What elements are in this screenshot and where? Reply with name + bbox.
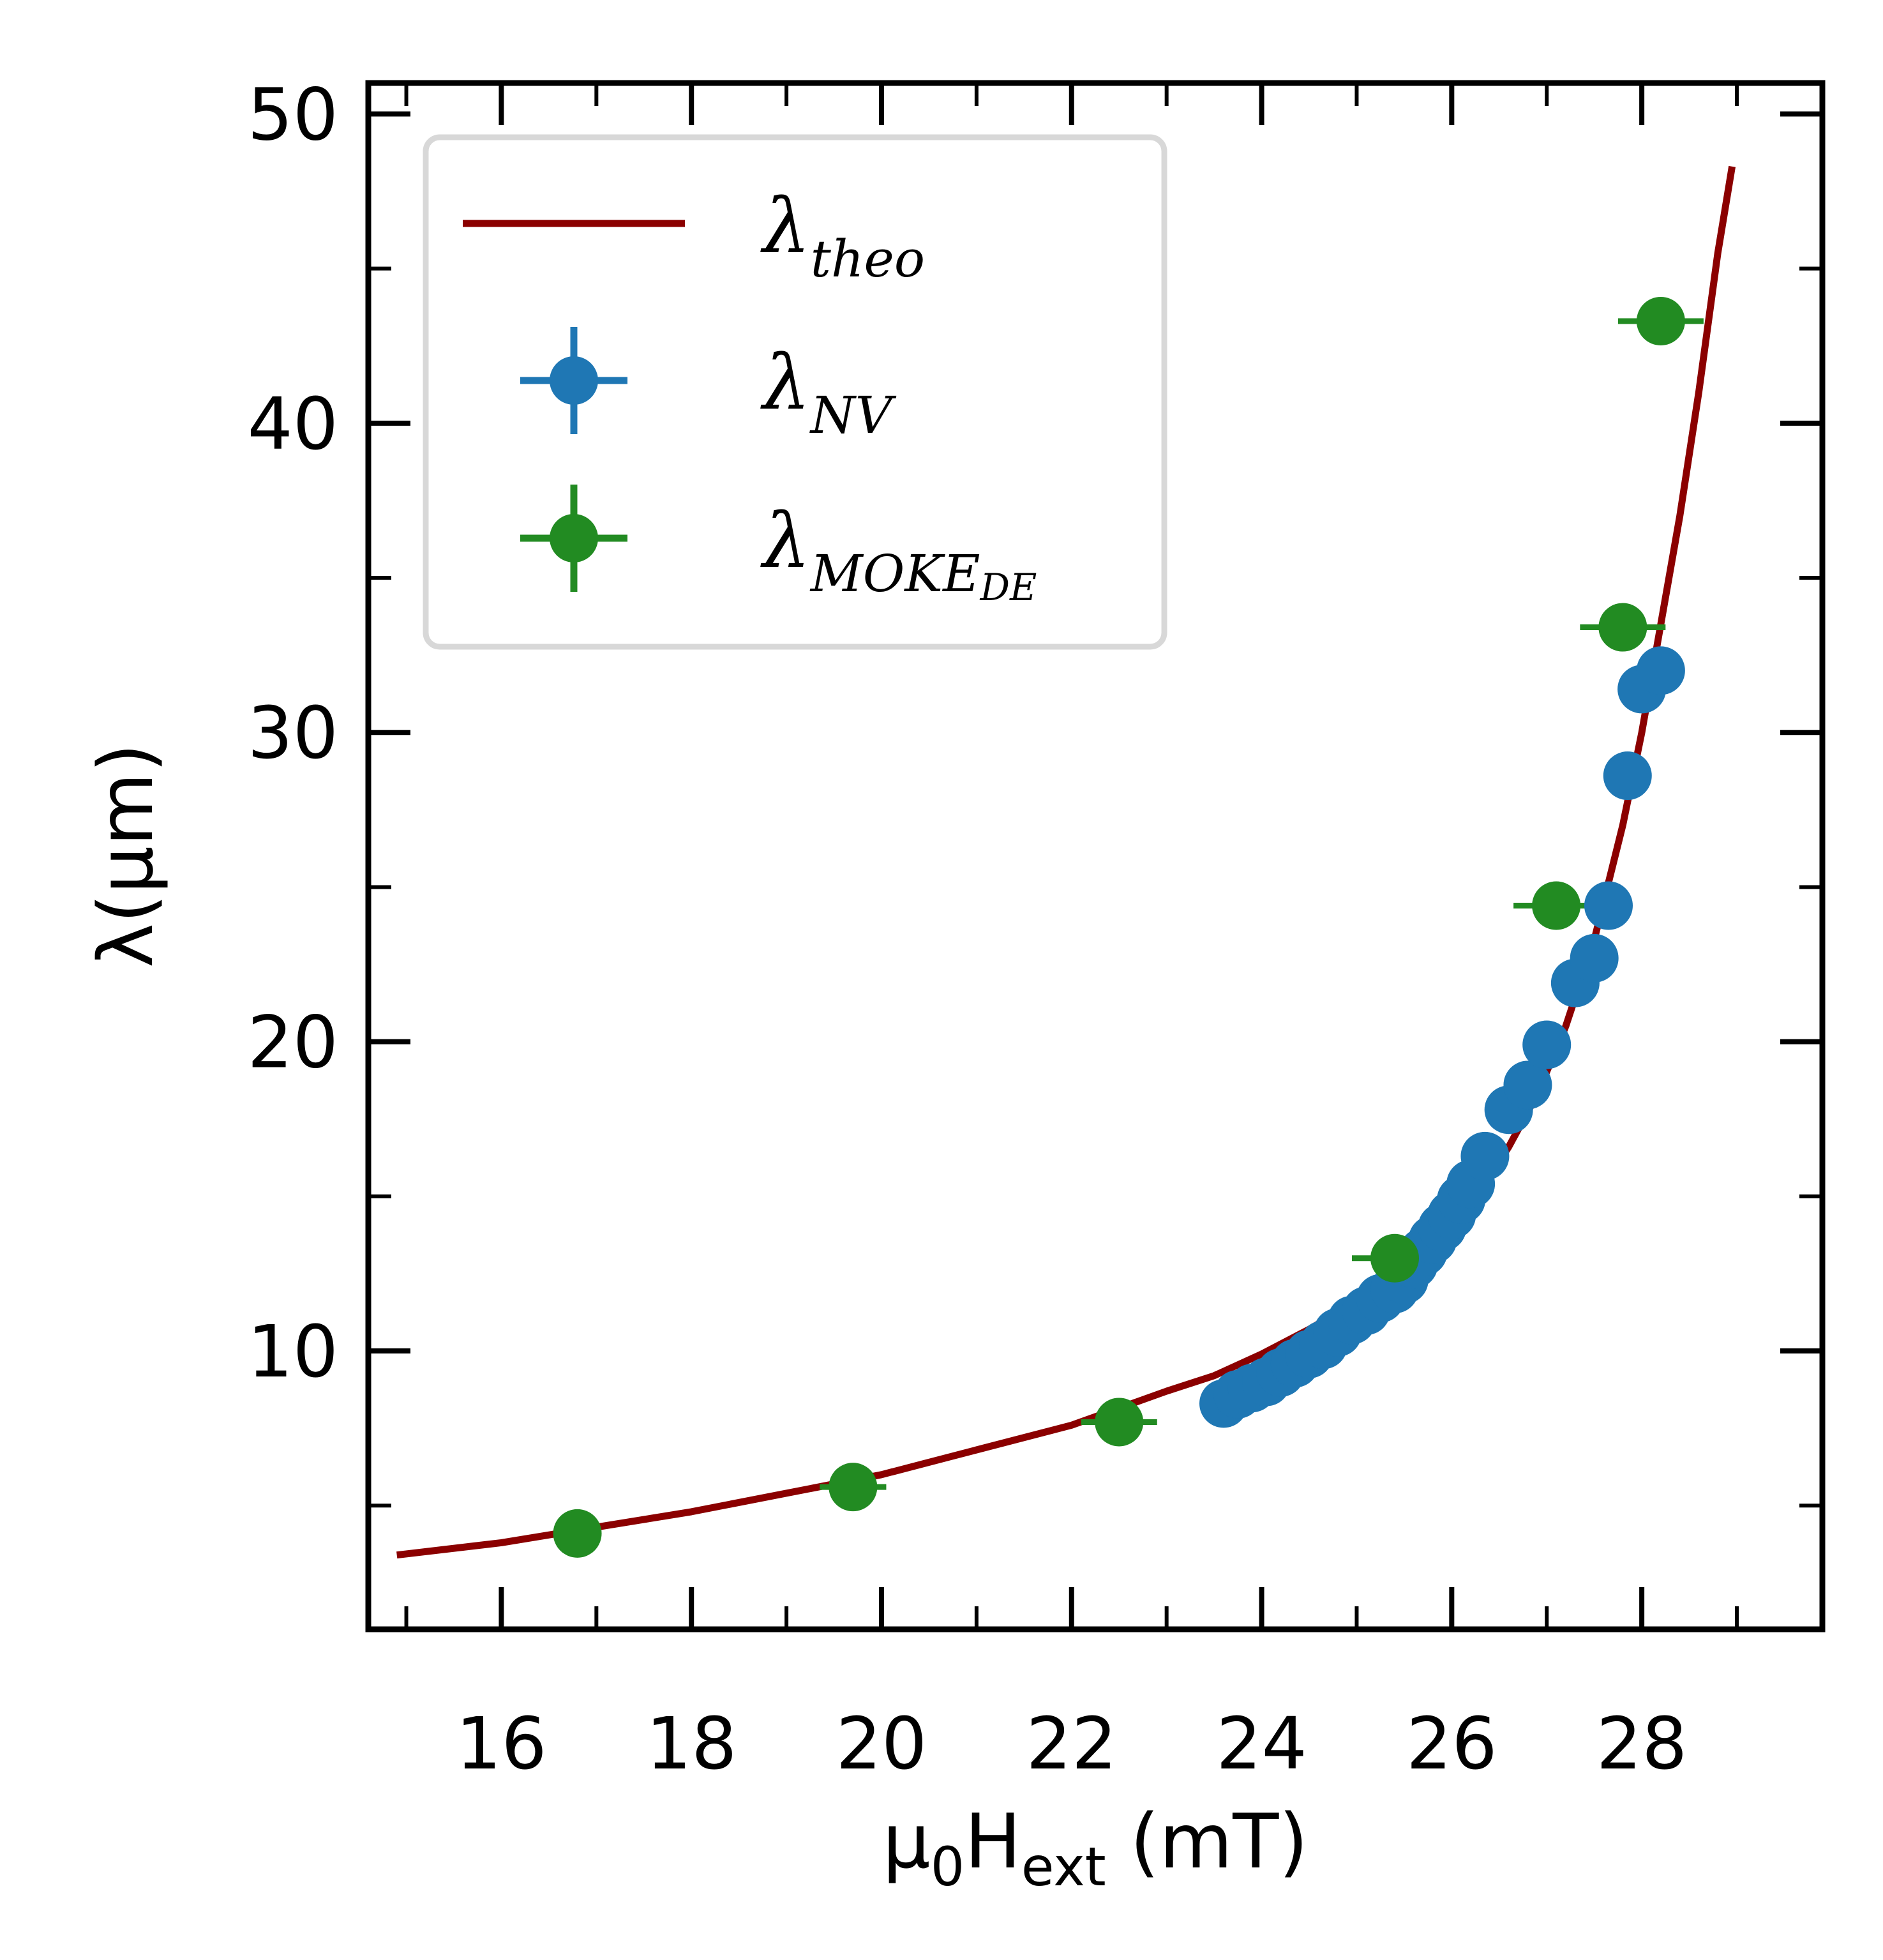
moke-point bbox=[1598, 603, 1647, 652]
legend-nv-swatch bbox=[520, 327, 627, 434]
nv-point bbox=[1503, 1060, 1552, 1110]
x-tick-label: 16 bbox=[456, 1703, 547, 1786]
nv-point bbox=[1570, 933, 1619, 983]
y-tick-label: 20 bbox=[247, 1002, 338, 1085]
x-axis-title-unit: (mT) bbox=[1106, 1797, 1309, 1885]
x-axis-title-mu: μ bbox=[883, 1797, 931, 1885]
legend-nv-swatch-marker bbox=[550, 356, 598, 405]
x-axis-title-sub1: ext bbox=[1021, 1836, 1106, 1898]
y-tick-label: 10 bbox=[247, 1311, 338, 1394]
x-axis-title: μ0Hext (mT) bbox=[883, 1797, 1309, 1898]
moke-point-layer bbox=[553, 296, 1685, 1558]
x-tick-label: 22 bbox=[1026, 1703, 1118, 1786]
x-tick-label: 26 bbox=[1406, 1703, 1497, 1786]
legend-nv-sub: NV bbox=[809, 386, 897, 445]
nv-point bbox=[1522, 1020, 1572, 1069]
x-axis-ticks: 16 18 20 22 24 26 28 bbox=[404, 83, 1739, 1786]
nv-point bbox=[1636, 646, 1685, 695]
nv-point bbox=[1603, 751, 1652, 801]
legend: λtheo λNV λMOKEDE bbox=[423, 134, 1167, 650]
y-axis-title: λ(µm) bbox=[82, 743, 170, 968]
legend-theo-sub: theo bbox=[811, 229, 925, 289]
y-tick-label: 40 bbox=[247, 383, 338, 466]
legend-moke-subsub: DE bbox=[979, 566, 1037, 609]
x-tick-label: 24 bbox=[1216, 1703, 1307, 1786]
moke-point bbox=[1532, 881, 1581, 930]
moke-point bbox=[1636, 296, 1685, 345]
y-tick-label: 30 bbox=[247, 692, 338, 775]
legend-moke-swatch-marker bbox=[550, 514, 598, 562]
y-axis-ticks: 10 20 30 40 50 bbox=[247, 73, 1822, 1508]
moke-point bbox=[829, 1463, 878, 1512]
nv-point bbox=[1584, 881, 1633, 930]
moke-point bbox=[1370, 1233, 1419, 1283]
moke-point bbox=[553, 1509, 602, 1558]
x-axis-title-sub0: 0 bbox=[931, 1836, 964, 1898]
x-axis-title-h: H bbox=[964, 1797, 1021, 1885]
plot-frame bbox=[365, 80, 1826, 1632]
x-tick-label: 20 bbox=[836, 1703, 927, 1786]
y-tick-label: 50 bbox=[247, 73, 338, 156]
legend-box bbox=[423, 134, 1167, 650]
x-tick-label: 18 bbox=[646, 1703, 737, 1786]
legend-moke-sub: MOKE bbox=[809, 544, 980, 603]
moke-point bbox=[1095, 1398, 1144, 1447]
legend-moke-swatch bbox=[520, 485, 627, 592]
nv-point bbox=[1460, 1131, 1510, 1180]
x-tick-label: 28 bbox=[1596, 1703, 1688, 1786]
